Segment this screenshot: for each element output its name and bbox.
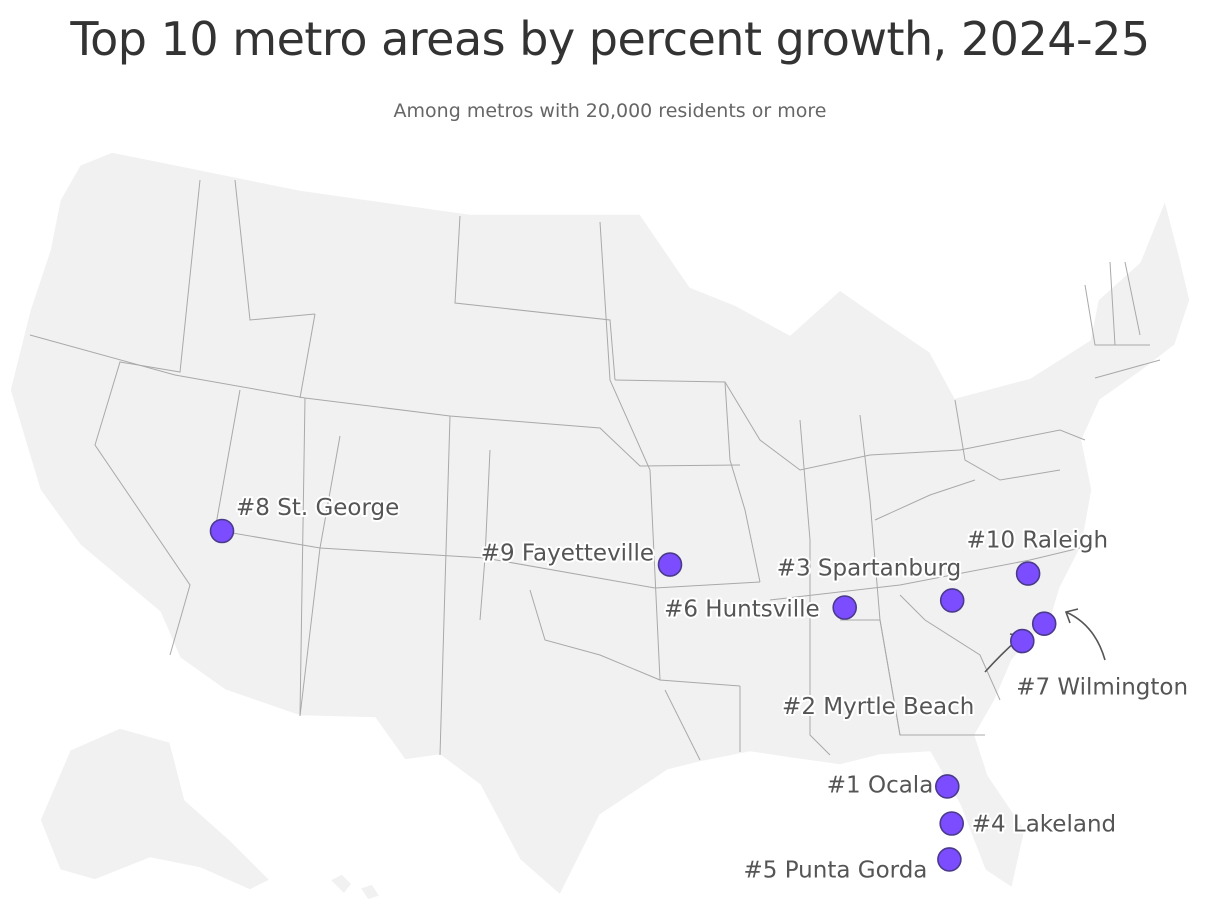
metro-dot <box>832 595 858 620</box>
contiguous-us-land <box>9 151 1191 897</box>
alaska-land <box>39 727 272 891</box>
metro-label: #10 Raleigh <box>967 528 1109 554</box>
metro-dot <box>657 552 683 577</box>
metro-dot <box>1015 561 1041 586</box>
metro-label: #4 Lakeland <box>972 812 1116 838</box>
wilmington-arrow <box>1065 611 1106 661</box>
hawaii-land <box>328 873 382 901</box>
metro-dot <box>939 811 965 836</box>
metro-label: #2 Myrtle Beach <box>782 694 974 720</box>
metro-marker: #5 Punta Gorda <box>741 847 962 885</box>
metro-dot <box>1009 628 1035 654</box>
metro-label: #3 Spartanburg <box>777 555 961 581</box>
metro-label: #9 Fayetteville <box>481 541 654 567</box>
page-title: Top 10 metro areas by percent growth, 20… <box>70 12 1150 66</box>
state-borders <box>29 179 1161 761</box>
wilmington-arrowhead <box>1064 608 1079 624</box>
metro-marker: #8 St. George <box>209 493 401 544</box>
metro-marker: #6 Huntsville <box>662 595 858 625</box>
metro-label: #7 Wilmington <box>1016 675 1188 701</box>
metro-marker: #9 Fayetteville <box>479 539 683 577</box>
metro-label: #5 Punta Gorda <box>743 857 927 883</box>
metro-label: #1 Ocala <box>827 772 934 798</box>
page-subtitle: Among metros with 20,000 residents or mo… <box>393 100 827 122</box>
metro-dot <box>937 847 962 872</box>
metro-dot <box>209 518 235 544</box>
metro-marker: #2 Myrtle Beach <box>780 628 1035 722</box>
metro-dot <box>1031 611 1057 637</box>
metro-dot <box>939 588 965 613</box>
metro-marker: #4 Lakeland <box>939 810 1118 840</box>
metro-label: #6 Huntsville <box>664 597 820 623</box>
metro-marker: #3 Spartanburg <box>775 553 965 613</box>
metro-label: #8 St. George <box>236 495 399 521</box>
metro-dot <box>934 774 960 799</box>
land-layer <box>9 151 1191 901</box>
metro-marker: #1 Ocala <box>825 770 960 800</box>
metro-marker: #7 Wilmington <box>1014 611 1190 703</box>
metro-marker: #10 Raleigh <box>965 526 1110 586</box>
metro-markers: #1 Ocala #2 Myrtle Beach #3 Spartanburg #4 … <box>209 493 1190 885</box>
